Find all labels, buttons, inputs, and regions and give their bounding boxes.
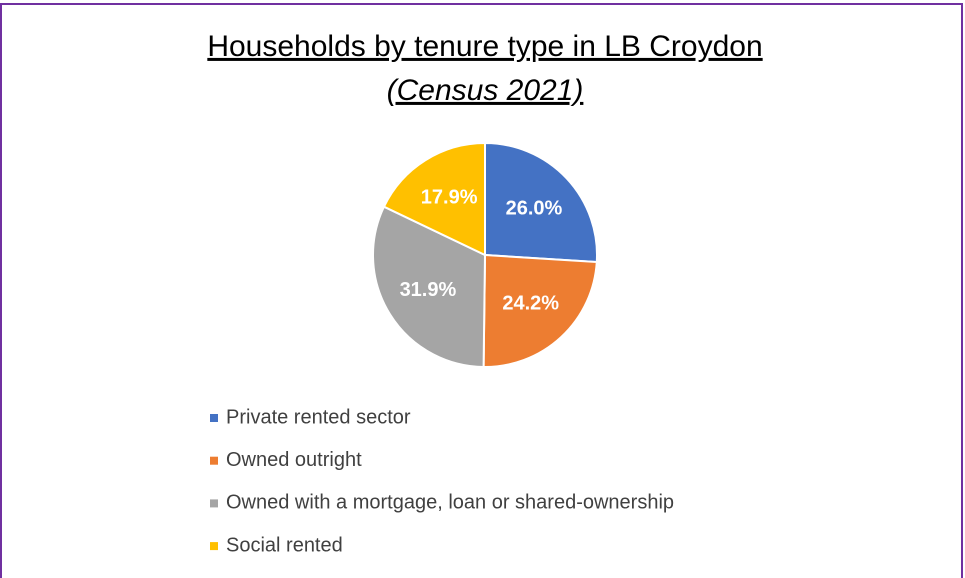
data-label: 17.9% bbox=[421, 186, 478, 208]
data-label: 31.9% bbox=[400, 279, 457, 301]
pie-slice bbox=[382, 141, 486, 257]
legend-label: Owned outright bbox=[226, 449, 362, 471]
legend-label: Private rented sector bbox=[226, 406, 411, 428]
chart-title: Households by tenure type in LB Croydon bbox=[207, 30, 762, 63]
legend-label: Owned with a mortgage, loan or shared-ow… bbox=[226, 492, 674, 514]
legend-marker bbox=[210, 456, 218, 465]
legend-label: Social rented bbox=[226, 534, 343, 556]
pie-slice bbox=[372, 205, 487, 369]
pie-slice bbox=[482, 253, 598, 368]
data-label: 26.0% bbox=[506, 197, 563, 219]
data-label: 24.2% bbox=[502, 293, 559, 315]
chart-subtitle: (Census 2021) bbox=[387, 74, 584, 107]
legend-marker bbox=[210, 414, 218, 422]
legend-marker bbox=[210, 542, 218, 551]
legend-marker bbox=[210, 499, 218, 508]
pie-slice bbox=[484, 141, 598, 264]
